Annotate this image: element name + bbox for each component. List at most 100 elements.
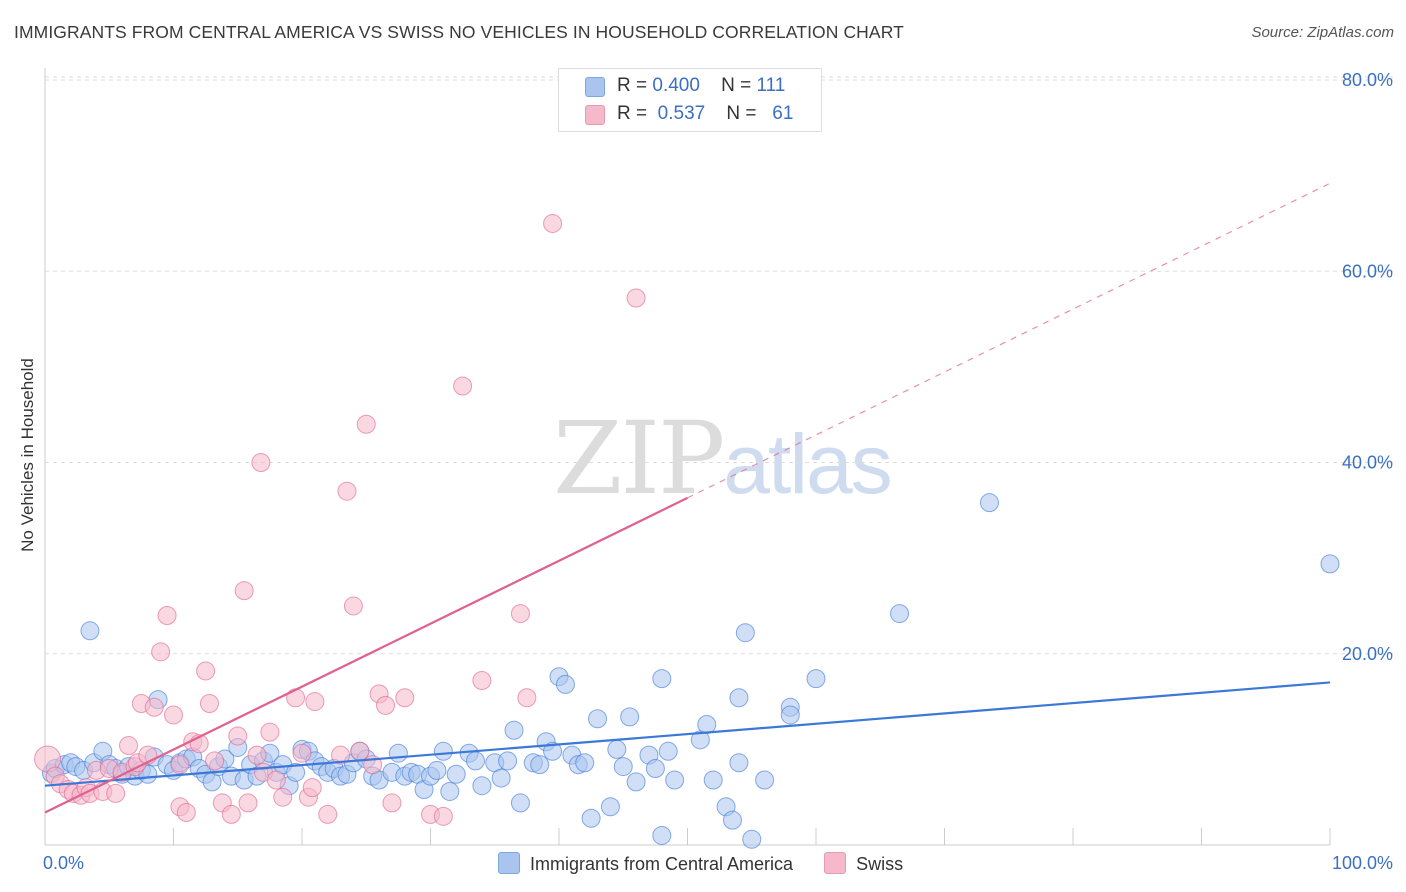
- point-central-america: [652, 825, 672, 845]
- legend-label: Swiss: [856, 854, 904, 874]
- point-swiss: [433, 806, 453, 826]
- legend: Immigrants from Central America Swiss: [498, 852, 929, 876]
- point-swiss: [234, 581, 254, 601]
- point-swiss: [543, 213, 563, 233]
- stats-swatch-swiss: [585, 105, 605, 125]
- point-swiss: [376, 695, 396, 715]
- n-value: 61: [772, 103, 794, 124]
- point-swiss: [106, 783, 126, 803]
- point-central-america: [600, 797, 620, 817]
- data-points: [34, 213, 1340, 849]
- legend-item-central-america[interactable]: Immigrants from Central America: [498, 852, 793, 876]
- stats-swatch-central-america: [585, 77, 605, 97]
- point-central-america: [465, 751, 485, 771]
- point-central-america: [613, 757, 633, 777]
- point-central-america: [645, 759, 665, 778]
- point-central-america: [388, 743, 408, 763]
- point-swiss: [331, 745, 351, 765]
- point-central-america: [510, 793, 530, 813]
- n-label: N =: [721, 75, 752, 96]
- point-swiss: [144, 697, 164, 717]
- point-swiss: [205, 751, 225, 771]
- legend-label: Immigrants from Central America: [530, 854, 794, 874]
- trend-line-swiss: [44, 496, 688, 814]
- point-swiss: [238, 793, 258, 813]
- source-label: Source: ZipAtlas.com: [1251, 24, 1394, 41]
- point-central-america: [581, 808, 601, 828]
- point-central-america: [979, 493, 999, 513]
- point-swiss: [176, 802, 196, 822]
- point-central-america: [658, 741, 678, 761]
- point-swiss: [318, 804, 338, 824]
- point-swiss: [119, 736, 139, 756]
- point-central-america: [1320, 554, 1340, 574]
- point-central-america: [729, 753, 749, 773]
- point-swiss: [343, 596, 363, 616]
- point-swiss: [626, 288, 646, 308]
- point-swiss: [164, 705, 183, 725]
- y-tick-label: 40.0%: [1342, 453, 1393, 473]
- n-value: 111: [756, 75, 786, 96]
- point-swiss: [382, 793, 402, 813]
- point-central-america: [722, 810, 742, 830]
- point-central-america: [80, 621, 100, 641]
- point-swiss: [151, 642, 171, 662]
- trend-lines: [44, 182, 1331, 814]
- point-central-america: [806, 669, 826, 689]
- legend-swatch-swiss: [824, 852, 847, 874]
- legend-item-swiss[interactable]: Swiss: [824, 852, 903, 876]
- point-central-america: [504, 720, 524, 740]
- trend-line-central-america: [44, 681, 1331, 787]
- point-swiss: [247, 745, 267, 765]
- point-central-america: [498, 751, 518, 771]
- y-tick-label: 20.0%: [1342, 644, 1393, 664]
- chart-title: IMMIGRANTS FROM CENTRAL AMERICA VS SWISS…: [14, 22, 904, 42]
- stats-box: R = 0.400 N = 111 R = 0.537 N = 61: [558, 68, 822, 132]
- point-central-america: [607, 739, 627, 759]
- x-tick-label: 100.0%: [1332, 853, 1393, 873]
- point-swiss: [337, 481, 357, 501]
- point-central-america: [433, 741, 453, 761]
- point-central-america: [543, 741, 563, 761]
- point-swiss: [196, 661, 216, 681]
- point-swiss: [157, 606, 177, 625]
- point-swiss: [305, 692, 325, 712]
- axes: [44, 68, 1331, 846]
- point-central-america: [755, 770, 775, 790]
- tick-labels: 20.0% 40.0% 60.0% 80.0% 0.0% 100.0%: [43, 70, 1393, 873]
- point-central-america: [626, 772, 646, 792]
- legend-swatch-central-america: [498, 852, 520, 874]
- x-tick-label: 0.0%: [43, 853, 84, 873]
- trend-line-swiss-extension: [687, 182, 1331, 499]
- point-central-america: [472, 776, 492, 796]
- point-central-america: [491, 768, 511, 788]
- point-swiss: [302, 778, 322, 798]
- y-tick-label: 80.0%: [1342, 70, 1393, 90]
- point-central-america: [575, 753, 595, 773]
- point-swiss: [395, 688, 415, 708]
- point-swiss: [221, 804, 241, 824]
- point-swiss: [251, 453, 271, 472]
- point-swiss: [286, 688, 306, 708]
- point-central-america: [742, 829, 762, 849]
- stats-row-swiss: R = 0.537 N = 61: [617, 101, 793, 127]
- point-central-america: [665, 770, 685, 790]
- r-value: 0.400: [652, 75, 700, 96]
- point-swiss: [170, 755, 190, 775]
- y-tick-label: 60.0%: [1342, 261, 1393, 281]
- point-central-america: [729, 688, 749, 708]
- point-swiss: [517, 688, 537, 708]
- r-value: 0.537: [657, 103, 706, 124]
- point-central-america: [735, 623, 755, 643]
- point-central-america: [286, 762, 306, 782]
- point-central-america: [620, 707, 640, 727]
- r-label: R =: [617, 75, 648, 96]
- point-central-america: [588, 709, 608, 729]
- point-swiss: [292, 743, 312, 763]
- point-swiss: [356, 414, 376, 434]
- point-central-america: [697, 715, 717, 735]
- point-swiss: [260, 722, 280, 742]
- point-swiss: [199, 693, 219, 713]
- point-central-america: [427, 760, 447, 780]
